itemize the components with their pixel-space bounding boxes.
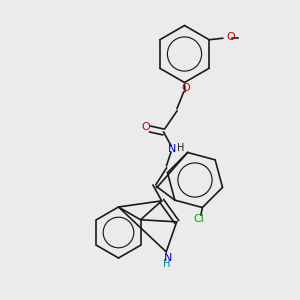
Text: O: O bbox=[182, 83, 190, 93]
Text: H: H bbox=[177, 142, 184, 153]
Text: O: O bbox=[226, 32, 235, 42]
Text: Cl: Cl bbox=[193, 214, 204, 224]
Text: O: O bbox=[141, 122, 150, 133]
Text: N: N bbox=[164, 254, 172, 263]
Text: N: N bbox=[168, 143, 177, 154]
Text: H: H bbox=[164, 259, 171, 269]
